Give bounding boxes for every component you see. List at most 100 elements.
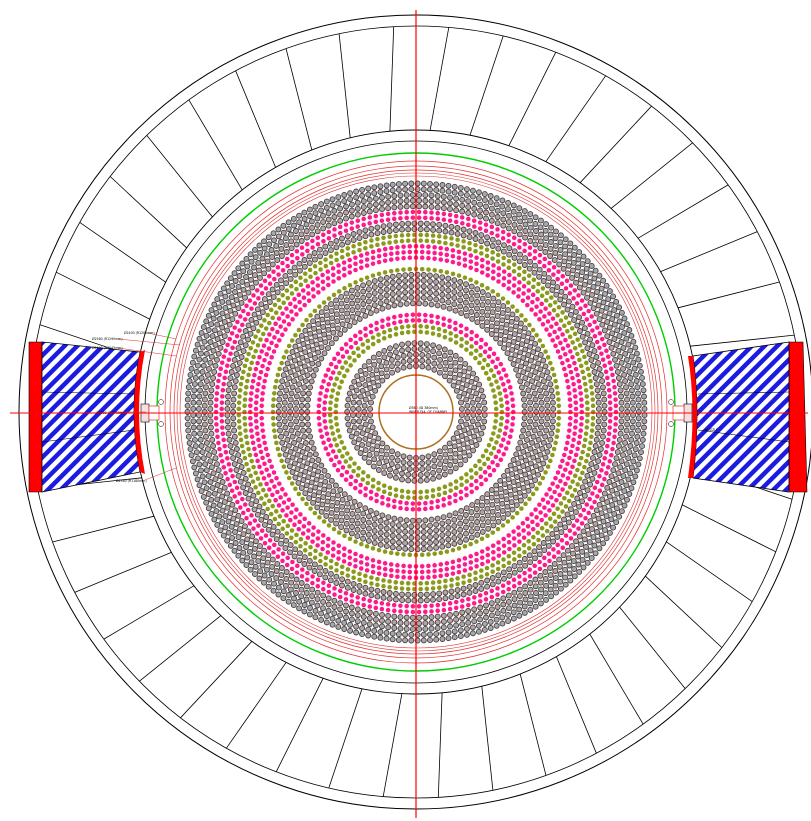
tube [371, 302, 378, 309]
tube-core [638, 364, 641, 367]
tube [298, 586, 305, 593]
tube [555, 549, 562, 556]
tube [527, 460, 534, 467]
tube [572, 287, 578, 294]
tube [320, 532, 327, 539]
tube-core [221, 312, 224, 315]
tube [571, 430, 578, 437]
tube [313, 341, 320, 348]
tube [407, 243, 413, 250]
tube [349, 592, 355, 599]
tube [270, 403, 276, 409]
tube [213, 403, 219, 409]
tube [325, 542, 331, 549]
tube [264, 559, 271, 566]
tube [297, 511, 304, 518]
tube [460, 232, 467, 239]
tube-core [535, 230, 537, 232]
tube [546, 375, 552, 382]
tube [425, 465, 432, 472]
tube [537, 238, 544, 245]
tube [402, 528, 409, 535]
tube-core [265, 253, 268, 256]
tube [261, 317, 268, 324]
tube [559, 486, 566, 493]
tube [465, 222, 472, 228]
tube [224, 342, 231, 348]
tube [431, 366, 438, 373]
tube [441, 216, 447, 223]
tube [385, 303, 392, 310]
tube [278, 360, 285, 366]
tube [456, 249, 462, 255]
tube [495, 572, 502, 579]
tube-core [447, 631, 450, 634]
tube [497, 332, 504, 338]
tube [541, 504, 548, 511]
tube [338, 293, 345, 300]
tube [593, 310, 600, 317]
tube [226, 356, 232, 363]
tube [240, 531, 247, 538]
tube [391, 314, 398, 320]
tube [423, 476, 430, 483]
tube-core [373, 186, 376, 189]
tube-core [325, 206, 328, 209]
tube [397, 505, 404, 511]
tube [416, 317, 422, 324]
right-red-block [788, 341, 808, 493]
tube [567, 484, 573, 490]
tube [318, 355, 325, 362]
tube [595, 302, 602, 309]
tube [488, 606, 495, 613]
tube [336, 275, 342, 282]
tube [298, 536, 304, 542]
tube [430, 232, 436, 239]
tube [465, 210, 472, 216]
tube [564, 461, 571, 467]
tube [314, 275, 321, 282]
tube [275, 264, 281, 271]
tube [322, 478, 329, 485]
tube-core [193, 438, 196, 441]
tube [337, 606, 344, 613]
tube [462, 262, 468, 269]
tube-core [230, 525, 233, 528]
tube [542, 305, 549, 312]
tube [581, 375, 587, 381]
tube [325, 472, 331, 479]
tube [386, 584, 393, 590]
tube [527, 573, 533, 580]
tube [458, 507, 465, 514]
tube [606, 431, 612, 437]
tube [305, 534, 311, 541]
tube [305, 390, 312, 397]
tube [430, 342, 437, 349]
tube [341, 552, 347, 558]
tube [360, 469, 367, 476]
tube [233, 372, 240, 378]
tube [323, 445, 329, 452]
segment-divider [589, 633, 644, 725]
tube [519, 476, 525, 483]
tube-core [282, 590, 285, 593]
tube [544, 290, 550, 296]
tube [379, 440, 386, 447]
tube-core [544, 229, 547, 232]
tube [621, 371, 628, 378]
tube [341, 259, 347, 266]
tube [417, 477, 424, 484]
tube [372, 430, 379, 437]
tube [466, 583, 473, 590]
tube [505, 439, 512, 446]
tube [345, 396, 352, 403]
tube-core [643, 426, 645, 429]
tube-core [226, 539, 229, 542]
tube [484, 577, 491, 584]
tube [242, 396, 248, 403]
tube [441, 465, 448, 472]
tube-core [592, 536, 595, 539]
tube [243, 357, 250, 363]
tube [436, 350, 443, 357]
tube [465, 373, 472, 380]
